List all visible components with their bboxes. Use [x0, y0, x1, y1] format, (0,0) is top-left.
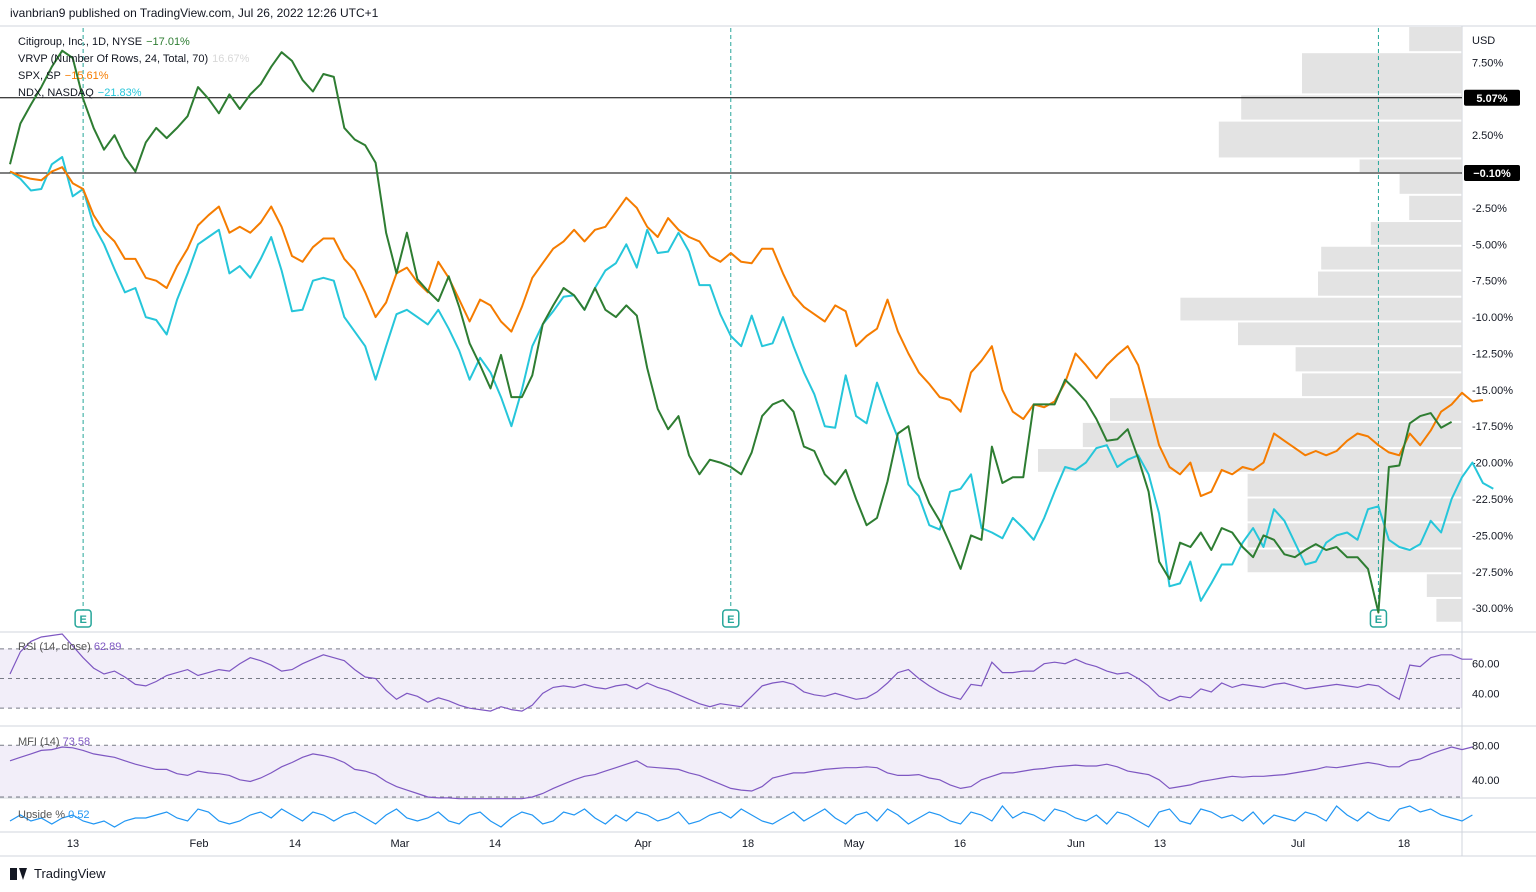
legend-rsi[interactable]: RSI (14, close) 62.89	[18, 641, 121, 653]
price-label-text: −0.10%	[1473, 168, 1511, 180]
series-line-spx-sp	[9, 166, 1484, 498]
earnings-badge-label: E	[727, 614, 734, 626]
currency-label: USD	[1472, 35, 1495, 47]
volume-profile-bar	[1218, 121, 1462, 158]
volume-profile-bar	[1082, 422, 1462, 448]
x-tick-label: 16	[954, 838, 966, 850]
x-tick-label: 13	[1154, 838, 1166, 850]
volume-profile	[1038, 27, 1462, 622]
x-tick-label: 14	[289, 838, 301, 850]
legend-upside-label: Upside %	[18, 809, 66, 821]
y-tick-label: -2.50%	[1472, 203, 1507, 215]
volume-profile-bar	[1359, 159, 1462, 172]
legend-main-symbol[interactable]: Citigroup, Inc., 1D, NYSE −17.01%	[18, 36, 190, 48]
volume-profile-bar	[1302, 53, 1462, 94]
volume-profile-bar	[1110, 398, 1462, 421]
earnings-badge	[722, 609, 740, 628]
x-tick-label: Mar	[391, 838, 410, 850]
legend-rsi-label: RSI (14, close)	[18, 641, 91, 653]
upside-line	[9, 805, 1473, 828]
series-line-citigroup-inc	[9, 49, 1453, 614]
x-tick-label: 13	[67, 838, 79, 850]
x-tick-label: Jul	[1291, 838, 1305, 850]
legend-upside-value: 0.52	[68, 809, 90, 821]
volume-profile-bar	[1247, 523, 1462, 548]
volume-profile-bar	[1399, 173, 1462, 194]
volume-profile-bar	[1241, 95, 1462, 120]
volume-profile-bar	[1409, 27, 1462, 52]
volume-profile-bar	[1409, 195, 1462, 221]
legend-spx-value: −15.61%	[64, 70, 109, 82]
legend-vrvp[interactable]: VRVP (Number Of Rows, 24, Total, 70) 16.6…	[18, 53, 249, 65]
y-tick-label: -22.50%	[1472, 494, 1513, 506]
rsi-tick-label: 40.00	[1472, 688, 1500, 700]
legend-upside[interactable]: Upside % 0.52	[18, 809, 90, 821]
y-tick-label: -12.50%	[1472, 348, 1513, 360]
y-tick-label: 7.50%	[1472, 57, 1503, 69]
x-tick-label: 14	[489, 838, 501, 850]
volume-profile-bar	[1238, 322, 1462, 346]
volume-profile-bar	[1247, 498, 1462, 522]
rsi-tick-label: 60.00	[1472, 659, 1500, 671]
y-tick-label: -30.00%	[1472, 603, 1513, 615]
mfi-tick-label: 40.00	[1472, 775, 1500, 787]
volume-profile-bar	[1370, 222, 1462, 245]
volume-profile-bar	[1180, 297, 1462, 321]
rsi-line	[9, 633, 1473, 712]
legend-main-label: Citigroup, Inc., 1D, NYSE	[18, 36, 143, 48]
mfi-line	[9, 746, 1473, 800]
x-tick-label: May	[844, 838, 865, 850]
legend-vrvp-label: VRVP (Number Of Rows, 24, Total, 70)	[18, 53, 209, 65]
volume-profile-bar	[1247, 549, 1462, 573]
y-tick-label: -27.50%	[1472, 567, 1513, 579]
price-label-text: 5.07%	[1476, 93, 1507, 105]
legend-vrvp-value: 16.67%	[212, 53, 250, 65]
series-line-ndx-nasdaq	[9, 156, 1494, 602]
earnings-badge-label: E	[79, 614, 86, 626]
volume-profile-bar	[1426, 574, 1462, 597]
y-tick-label: -10.00%	[1472, 312, 1513, 324]
x-tick-label: Feb	[190, 838, 209, 850]
legend-ndx-value: −21.83%	[97, 87, 142, 99]
volume-profile-bar	[1318, 271, 1462, 296]
legend-mfi[interactable]: MFI (14) 73.58	[18, 736, 90, 748]
x-tick-label: 18	[742, 838, 754, 850]
legend-rsi-value: 62.89	[93, 641, 122, 653]
price-label-box	[1464, 89, 1520, 106]
volume-profile-bar	[1321, 246, 1462, 270]
tradingview-logo-icon	[10, 867, 28, 880]
volume-profile-bar	[1436, 598, 1462, 622]
legend-spx-label: SPX, SP	[18, 70, 61, 82]
x-tick-label: Jun	[1067, 838, 1085, 850]
earnings-badge	[74, 609, 92, 628]
earnings-badge-label: E	[1375, 614, 1382, 626]
legend-spx[interactable]: SPX, SP −15.61%	[18, 70, 109, 82]
legend-mfi-value: 73.58	[62, 736, 91, 748]
y-tick-label: -20.00%	[1472, 458, 1513, 470]
x-tick-label: 18	[1398, 838, 1410, 850]
mfi-band	[0, 745, 1462, 797]
legend-main-value: −17.01%	[146, 36, 190, 48]
y-tick-label: -5.00%	[1472, 239, 1507, 251]
x-tick-label: Apr	[634, 838, 651, 850]
y-tick-label: -25.00%	[1472, 530, 1513, 542]
price-label-box	[1464, 164, 1520, 181]
legend-mfi-label: MFI (14)	[18, 736, 60, 748]
volume-profile-bar	[1302, 373, 1462, 397]
publisher-header: ivanbrian9 published on TradingView.com,…	[10, 6, 379, 20]
mfi-tick-label: 80.00	[1472, 740, 1500, 752]
y-tick-label: -7.50%	[1472, 276, 1507, 288]
y-tick-label: -17.50%	[1472, 421, 1513, 433]
footer-brand[interactable]: TradingView	[10, 866, 106, 881]
volume-profile-bar	[1247, 473, 1462, 497]
footer-brand-label: TradingView	[34, 866, 106, 881]
y-tick-label: 2.50%	[1472, 130, 1503, 142]
y-tick-label: -15.00%	[1472, 385, 1513, 397]
legend-ndx[interactable]: NDX, NASDAQ −21.83%	[18, 87, 142, 99]
legend-ndx-label: NDX, NASDAQ	[18, 87, 94, 99]
